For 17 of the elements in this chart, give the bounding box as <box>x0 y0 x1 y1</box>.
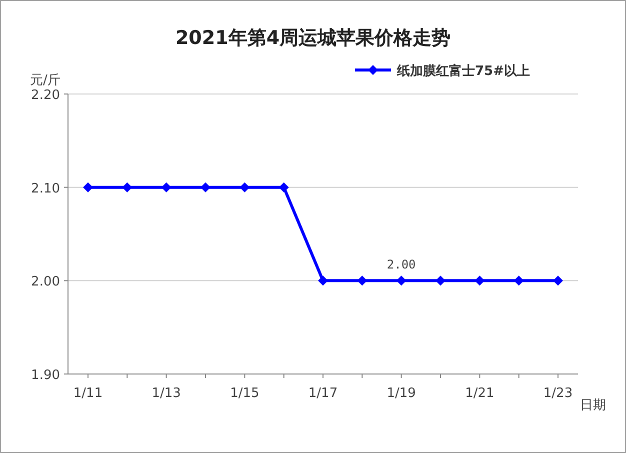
y-axis-title: 元/斤 <box>30 73 60 88</box>
y-tick-label: 1.90 <box>31 368 60 383</box>
x-axis-title: 日期 <box>580 398 606 413</box>
y-tick-label: 2.00 <box>31 274 60 290</box>
legend-label: 纸加膜红富士75#以上 <box>396 63 530 79</box>
legend: 纸加膜红富士75#以上 <box>355 64 530 79</box>
x-tick-label: 1/19 <box>386 386 416 401</box>
x-tick-label: 1/13 <box>152 386 181 401</box>
data-label: 2.00 <box>386 258 416 272</box>
x-tick-label: 1/17 <box>308 386 338 401</box>
x-tick-label: 1/21 <box>465 386 494 401</box>
y-tick-label: 2.10 <box>31 181 60 196</box>
x-tick-label: 1/15 <box>230 386 260 401</box>
y-tick-label: 2.20 <box>31 88 60 103</box>
x-tick-label: 1/11 <box>73 386 103 401</box>
x-tick-label: 1/23 <box>543 386 573 401</box>
chart-title: 2021年第4周运城苹果价格走势 <box>175 27 451 49</box>
